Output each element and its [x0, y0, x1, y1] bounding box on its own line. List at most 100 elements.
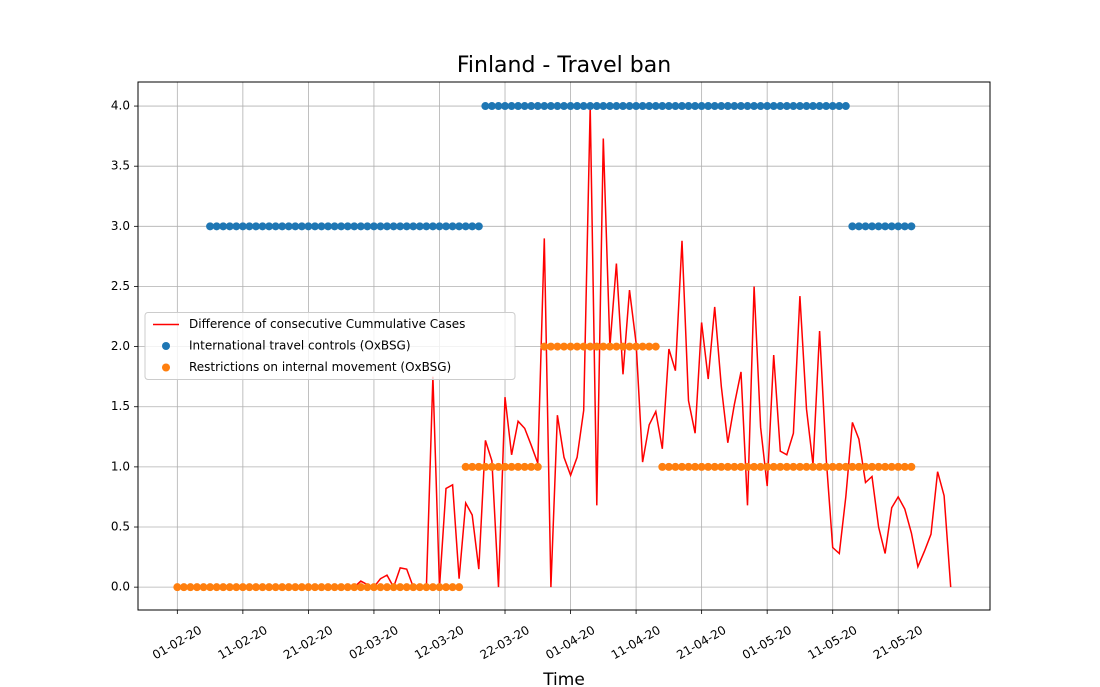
data-point: [691, 462, 700, 471]
data-point: [677, 462, 686, 471]
data-point: [186, 583, 195, 592]
data-point: [671, 102, 680, 111]
data-point: [881, 222, 890, 231]
data-point: [238, 583, 247, 592]
data-point: [874, 222, 883, 231]
data-point: [612, 102, 621, 111]
data-point: [258, 222, 267, 231]
data-point: [638, 342, 647, 351]
data-point: [769, 462, 778, 471]
data-point: [750, 102, 759, 111]
data-point: [219, 583, 228, 592]
data-point: [612, 342, 621, 351]
data-point: [802, 462, 811, 471]
data-point: [265, 222, 274, 231]
data-point: [501, 462, 510, 471]
data-point: [474, 222, 483, 231]
data-point: [415, 222, 424, 231]
data-point: [861, 462, 870, 471]
data-point: [900, 222, 909, 231]
data-point: [251, 583, 260, 592]
data-point: [337, 583, 346, 592]
data-point: [638, 102, 647, 111]
data-point: [330, 222, 339, 231]
data-point: [658, 102, 667, 111]
data-point: [573, 102, 582, 111]
x-tick-label: 01-02-20: [150, 623, 204, 662]
data-point: [389, 583, 398, 592]
data-point: [271, 583, 280, 592]
data-point: [874, 462, 883, 471]
data-point: [835, 462, 844, 471]
data-point: [304, 222, 313, 231]
data-point: [815, 102, 824, 111]
data-point: [553, 102, 562, 111]
data-point: [363, 222, 372, 231]
data-point: [304, 583, 313, 592]
data-point: [291, 222, 300, 231]
data-point: [658, 462, 667, 471]
data-point: [212, 222, 221, 231]
data-point: [245, 222, 254, 231]
data-point: [763, 462, 772, 471]
x-tick-label: 21-04-20: [674, 623, 728, 662]
data-point: [710, 462, 719, 471]
data-point: [592, 342, 601, 351]
data-point: [238, 222, 247, 231]
data-point: [540, 342, 549, 351]
data-point: [468, 462, 477, 471]
data-point: [278, 583, 287, 592]
legend-label: Difference of consecutive Cummulative Ca…: [189, 317, 465, 331]
data-point: [396, 222, 405, 231]
data-point: [645, 102, 654, 111]
data-point: [828, 102, 837, 111]
y-tick-label: 3.5: [111, 159, 130, 173]
data-point: [717, 462, 726, 471]
data-point: [736, 462, 745, 471]
data-point: [756, 102, 765, 111]
data-point: [206, 583, 215, 592]
data-point: [789, 102, 798, 111]
data-point: [422, 583, 431, 592]
data-point: [586, 342, 595, 351]
x-tick-label: 21-02-20: [281, 623, 335, 662]
data-point: [618, 102, 627, 111]
data-point: [782, 462, 791, 471]
data-point: [310, 222, 319, 231]
data-point: [573, 342, 582, 351]
data-point: [579, 102, 588, 111]
data-point: [795, 102, 804, 111]
data-point: [854, 222, 863, 231]
data-point: [369, 222, 378, 231]
data-point: [501, 102, 510, 111]
data-point: [723, 462, 732, 471]
data-point: [540, 102, 549, 111]
data-point: [776, 102, 785, 111]
data-point: [782, 102, 791, 111]
data-point: [402, 583, 411, 592]
data-point: [324, 583, 333, 592]
data-point: [527, 102, 536, 111]
data-point: [710, 102, 719, 111]
data-point: [697, 102, 706, 111]
data-point: [442, 583, 451, 592]
data-point: [284, 222, 293, 231]
data-point: [861, 222, 870, 231]
data-point: [520, 102, 529, 111]
data-point: [324, 222, 333, 231]
data-point: [560, 342, 568, 351]
data-point: [383, 583, 392, 592]
data-point: [592, 102, 601, 111]
data-point: [677, 102, 686, 111]
data-point: [553, 342, 562, 351]
data-point: [691, 102, 700, 111]
data-point: [841, 102, 850, 111]
y-tick-label: 2.0: [111, 339, 130, 353]
data-point: [356, 222, 365, 231]
data-point: [868, 462, 877, 471]
data-point: [809, 102, 818, 111]
x-tick-label: 01-05-20: [740, 623, 794, 662]
data-point: [730, 462, 739, 471]
data-point: [854, 462, 863, 471]
